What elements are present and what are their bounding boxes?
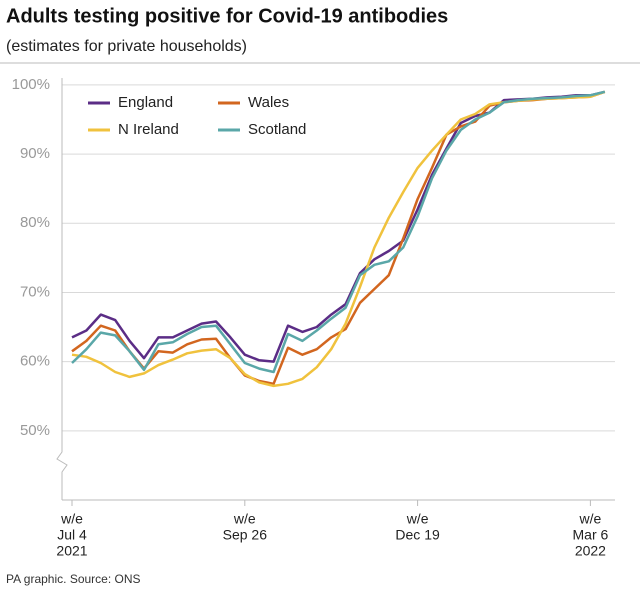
- x-tick-label: Jul 4: [57, 527, 87, 543]
- legend-label: Scotland: [248, 121, 306, 138]
- y-tick-label: 100%: [12, 76, 50, 93]
- legend-label: N Ireland: [118, 121, 179, 138]
- legend-label: England: [118, 94, 173, 111]
- chart-subtitle: (estimates for private households): [6, 38, 247, 55]
- y-tick-label: 50%: [20, 422, 50, 439]
- y-tick-label: 60%: [20, 353, 50, 370]
- y-tick-label: 80%: [20, 214, 50, 231]
- x-tick-label: w/e: [60, 511, 83, 527]
- series-line: [71, 90, 606, 374]
- x-tick-label: w/e: [579, 511, 602, 527]
- y-tick-label: 90%: [20, 145, 50, 162]
- x-tick-label: Mar 6: [573, 527, 609, 543]
- x-tick-label: 2022: [575, 543, 606, 559]
- chart-title: Adults testing positive for Covid-19 ant…: [6, 5, 448, 27]
- y-axis: [56, 78, 68, 500]
- source-note: PA graphic. Source: ONS: [6, 572, 141, 586]
- legend-label: Wales: [248, 94, 289, 111]
- x-tick-label: Sep 26: [223, 527, 268, 543]
- y-tick-label: 70%: [20, 283, 50, 300]
- x-tick-label: w/e: [406, 511, 429, 527]
- x-tick-label: 2021: [56, 543, 87, 559]
- x-tick-label: Dec 19: [395, 527, 440, 543]
- x-tick-label: w/e: [233, 511, 256, 527]
